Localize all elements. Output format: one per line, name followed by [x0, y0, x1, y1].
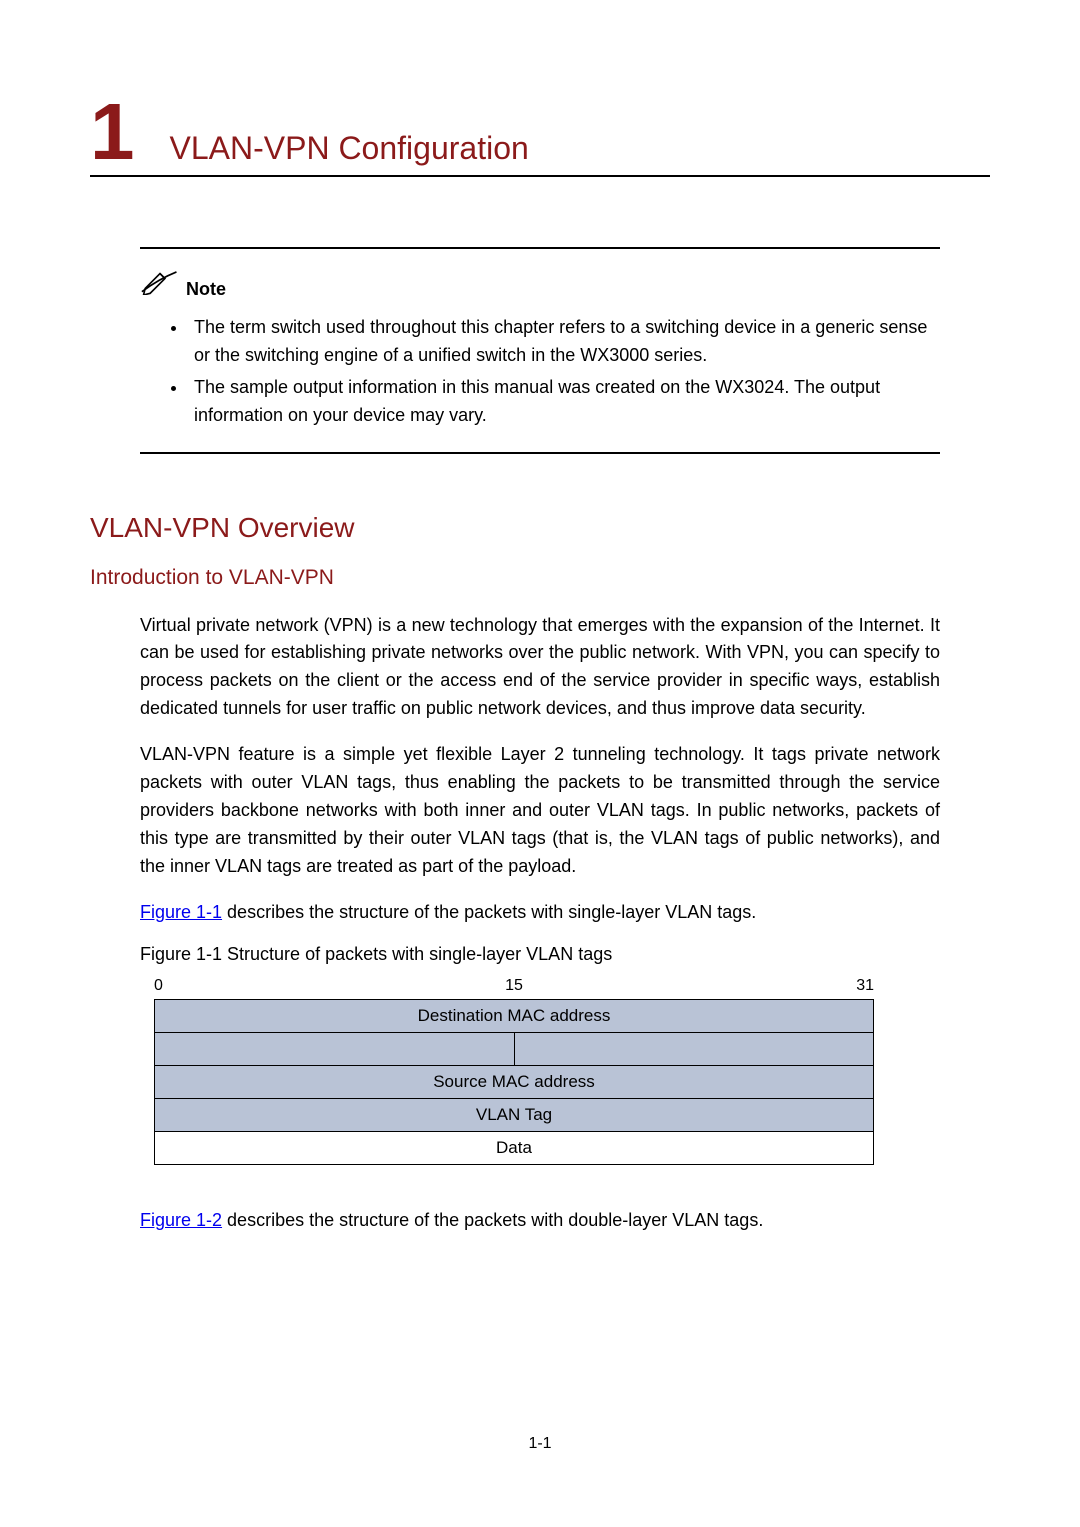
note-list: The term switch used throughout this cha… — [140, 314, 940, 430]
note-label: Note — [186, 279, 226, 300]
bit-label-start: 0 — [154, 977, 394, 995]
paragraph-text: describes the structure of the packets w… — [222, 902, 756, 922]
chapter-header: 1 VLAN-VPN Configuration — [90, 100, 990, 177]
bit-label-end: 31 — [634, 977, 874, 995]
figure-1-2-link[interactable]: Figure 1-2 — [140, 1210, 222, 1230]
note-pencil-icon — [140, 267, 180, 295]
packet-row-vlan-tag: VLAN Tag — [155, 1099, 874, 1132]
paragraph: VLAN-VPN feature is a simple yet flexibl… — [140, 741, 940, 880]
page-container: 1 VLAN-VPN Configuration Note The term s… — [0, 0, 1080, 1513]
paragraph: Virtual private network (VPN) is a new t… — [140, 612, 940, 724]
packet-row-src-mac: Source MAC address — [155, 1066, 874, 1099]
chapter-title: VLAN-VPN Configuration — [170, 130, 529, 167]
section-heading-overview: VLAN-VPN Overview — [90, 512, 990, 544]
packet-row-data: Data — [155, 1132, 874, 1165]
packet-diagram: 0 15 31 Destination MAC address Source M… — [154, 977, 874, 1165]
figure-1-1-link[interactable]: Figure 1-1 — [140, 902, 222, 922]
packet-row-dest-mac: Destination MAC address — [155, 1000, 874, 1033]
packet-table: Destination MAC address Source MAC addre… — [154, 999, 874, 1165]
paragraph-text: describes the structure of the packets w… — [222, 1210, 763, 1230]
packet-row-split-left — [155, 1033, 515, 1066]
note-block: Note The term switch used throughout thi… — [140, 247, 940, 454]
section-heading-intro: Introduction to VLAN-VPN — [90, 566, 990, 590]
chapter-number: 1 — [90, 100, 135, 164]
note-item: The term switch used throughout this cha… — [188, 314, 940, 370]
bit-labels: 0 15 31 — [154, 977, 874, 995]
paragraph-with-link: Figure 1-2 describes the structure of th… — [140, 1207, 940, 1235]
note-header: Note — [140, 267, 940, 300]
packet-row-split-right — [514, 1033, 874, 1066]
page-number: 1-1 — [90, 1435, 990, 1453]
figure-1-1-caption: Figure 1-1 Structure of packets with sin… — [140, 944, 940, 965]
bit-label-mid: 15 — [394, 977, 634, 995]
note-item: The sample output information in this ma… — [188, 374, 940, 430]
paragraph-with-link: Figure 1-1 describes the structure of th… — [140, 899, 940, 927]
